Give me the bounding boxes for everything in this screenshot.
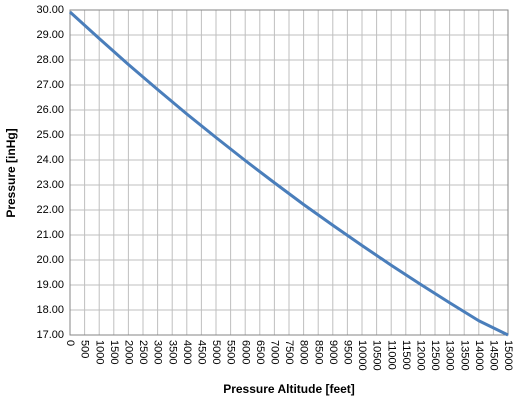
x-tick-label: 3000 bbox=[152, 340, 164, 364]
x-tick-label: 5000 bbox=[210, 340, 222, 364]
x-tick-label: 2000 bbox=[122, 340, 134, 364]
y-tick-label: 29.00 bbox=[36, 29, 64, 41]
x-tick-label: 6500 bbox=[254, 340, 266, 364]
x-tick-label: 4500 bbox=[195, 340, 207, 364]
x-tick-label: 8000 bbox=[298, 340, 310, 364]
y-tick-label: 30.00 bbox=[36, 4, 64, 16]
y-tick-label: 19.00 bbox=[36, 279, 64, 291]
x-tick-label: 3500 bbox=[166, 340, 178, 364]
x-tick-label: 500 bbox=[79, 340, 91, 358]
y-tick-label: 27.00 bbox=[36, 79, 64, 91]
x-tick-label: 2500 bbox=[137, 340, 149, 364]
y-tick-label: 23.00 bbox=[36, 179, 64, 191]
x-tick-label: 11000 bbox=[385, 340, 397, 370]
y-axis-title: Pressure [inHg] bbox=[4, 128, 18, 217]
x-tick-label: 7000 bbox=[268, 340, 280, 364]
x-tick-label: 12500 bbox=[429, 340, 441, 371]
x-axis-title: Pressure Altitude [feet] bbox=[223, 382, 355, 396]
y-tick-label: 25.00 bbox=[36, 129, 64, 141]
y-tick-label: 24.00 bbox=[36, 154, 64, 166]
x-tick-label: 8500 bbox=[312, 340, 324, 364]
x-tick-label: 0 bbox=[64, 340, 76, 346]
x-tick-label: 10500 bbox=[371, 340, 383, 371]
y-tick-label: 18.00 bbox=[36, 304, 64, 316]
x-tick-label: 1000 bbox=[93, 340, 105, 364]
x-tick-label: 14000 bbox=[473, 340, 485, 371]
x-tick-label: 14500 bbox=[487, 340, 499, 371]
x-tick-label: 15000 bbox=[502, 340, 514, 371]
x-tick-label: 4000 bbox=[181, 340, 193, 364]
plot-border bbox=[69, 9, 509, 336]
x-tick-label: 9500 bbox=[341, 340, 353, 364]
y-tick-label: 22.00 bbox=[36, 204, 64, 216]
x-tick-label: 6000 bbox=[239, 340, 251, 364]
y-tick-label: 20.00 bbox=[36, 254, 64, 266]
y-tick-label: 26.00 bbox=[36, 104, 64, 116]
y-tick-label: 28.00 bbox=[36, 54, 64, 66]
x-tick-label: 13000 bbox=[444, 340, 456, 371]
y-tick-label: 21.00 bbox=[36, 229, 64, 241]
x-tick-label: 11500 bbox=[400, 340, 412, 370]
x-tick-label: 7500 bbox=[283, 340, 295, 364]
line bbox=[68, 10, 509, 337]
x-tick-label: 12000 bbox=[414, 340, 426, 371]
x-tick-label: 1500 bbox=[108, 340, 120, 364]
x-tick-label: 9000 bbox=[327, 340, 339, 364]
x-tick-label: 13500 bbox=[458, 340, 470, 371]
x-tick-label: 5500 bbox=[225, 340, 237, 364]
y-tick-label: 17.00 bbox=[36, 329, 64, 341]
x-tick-label: 10000 bbox=[356, 340, 368, 371]
